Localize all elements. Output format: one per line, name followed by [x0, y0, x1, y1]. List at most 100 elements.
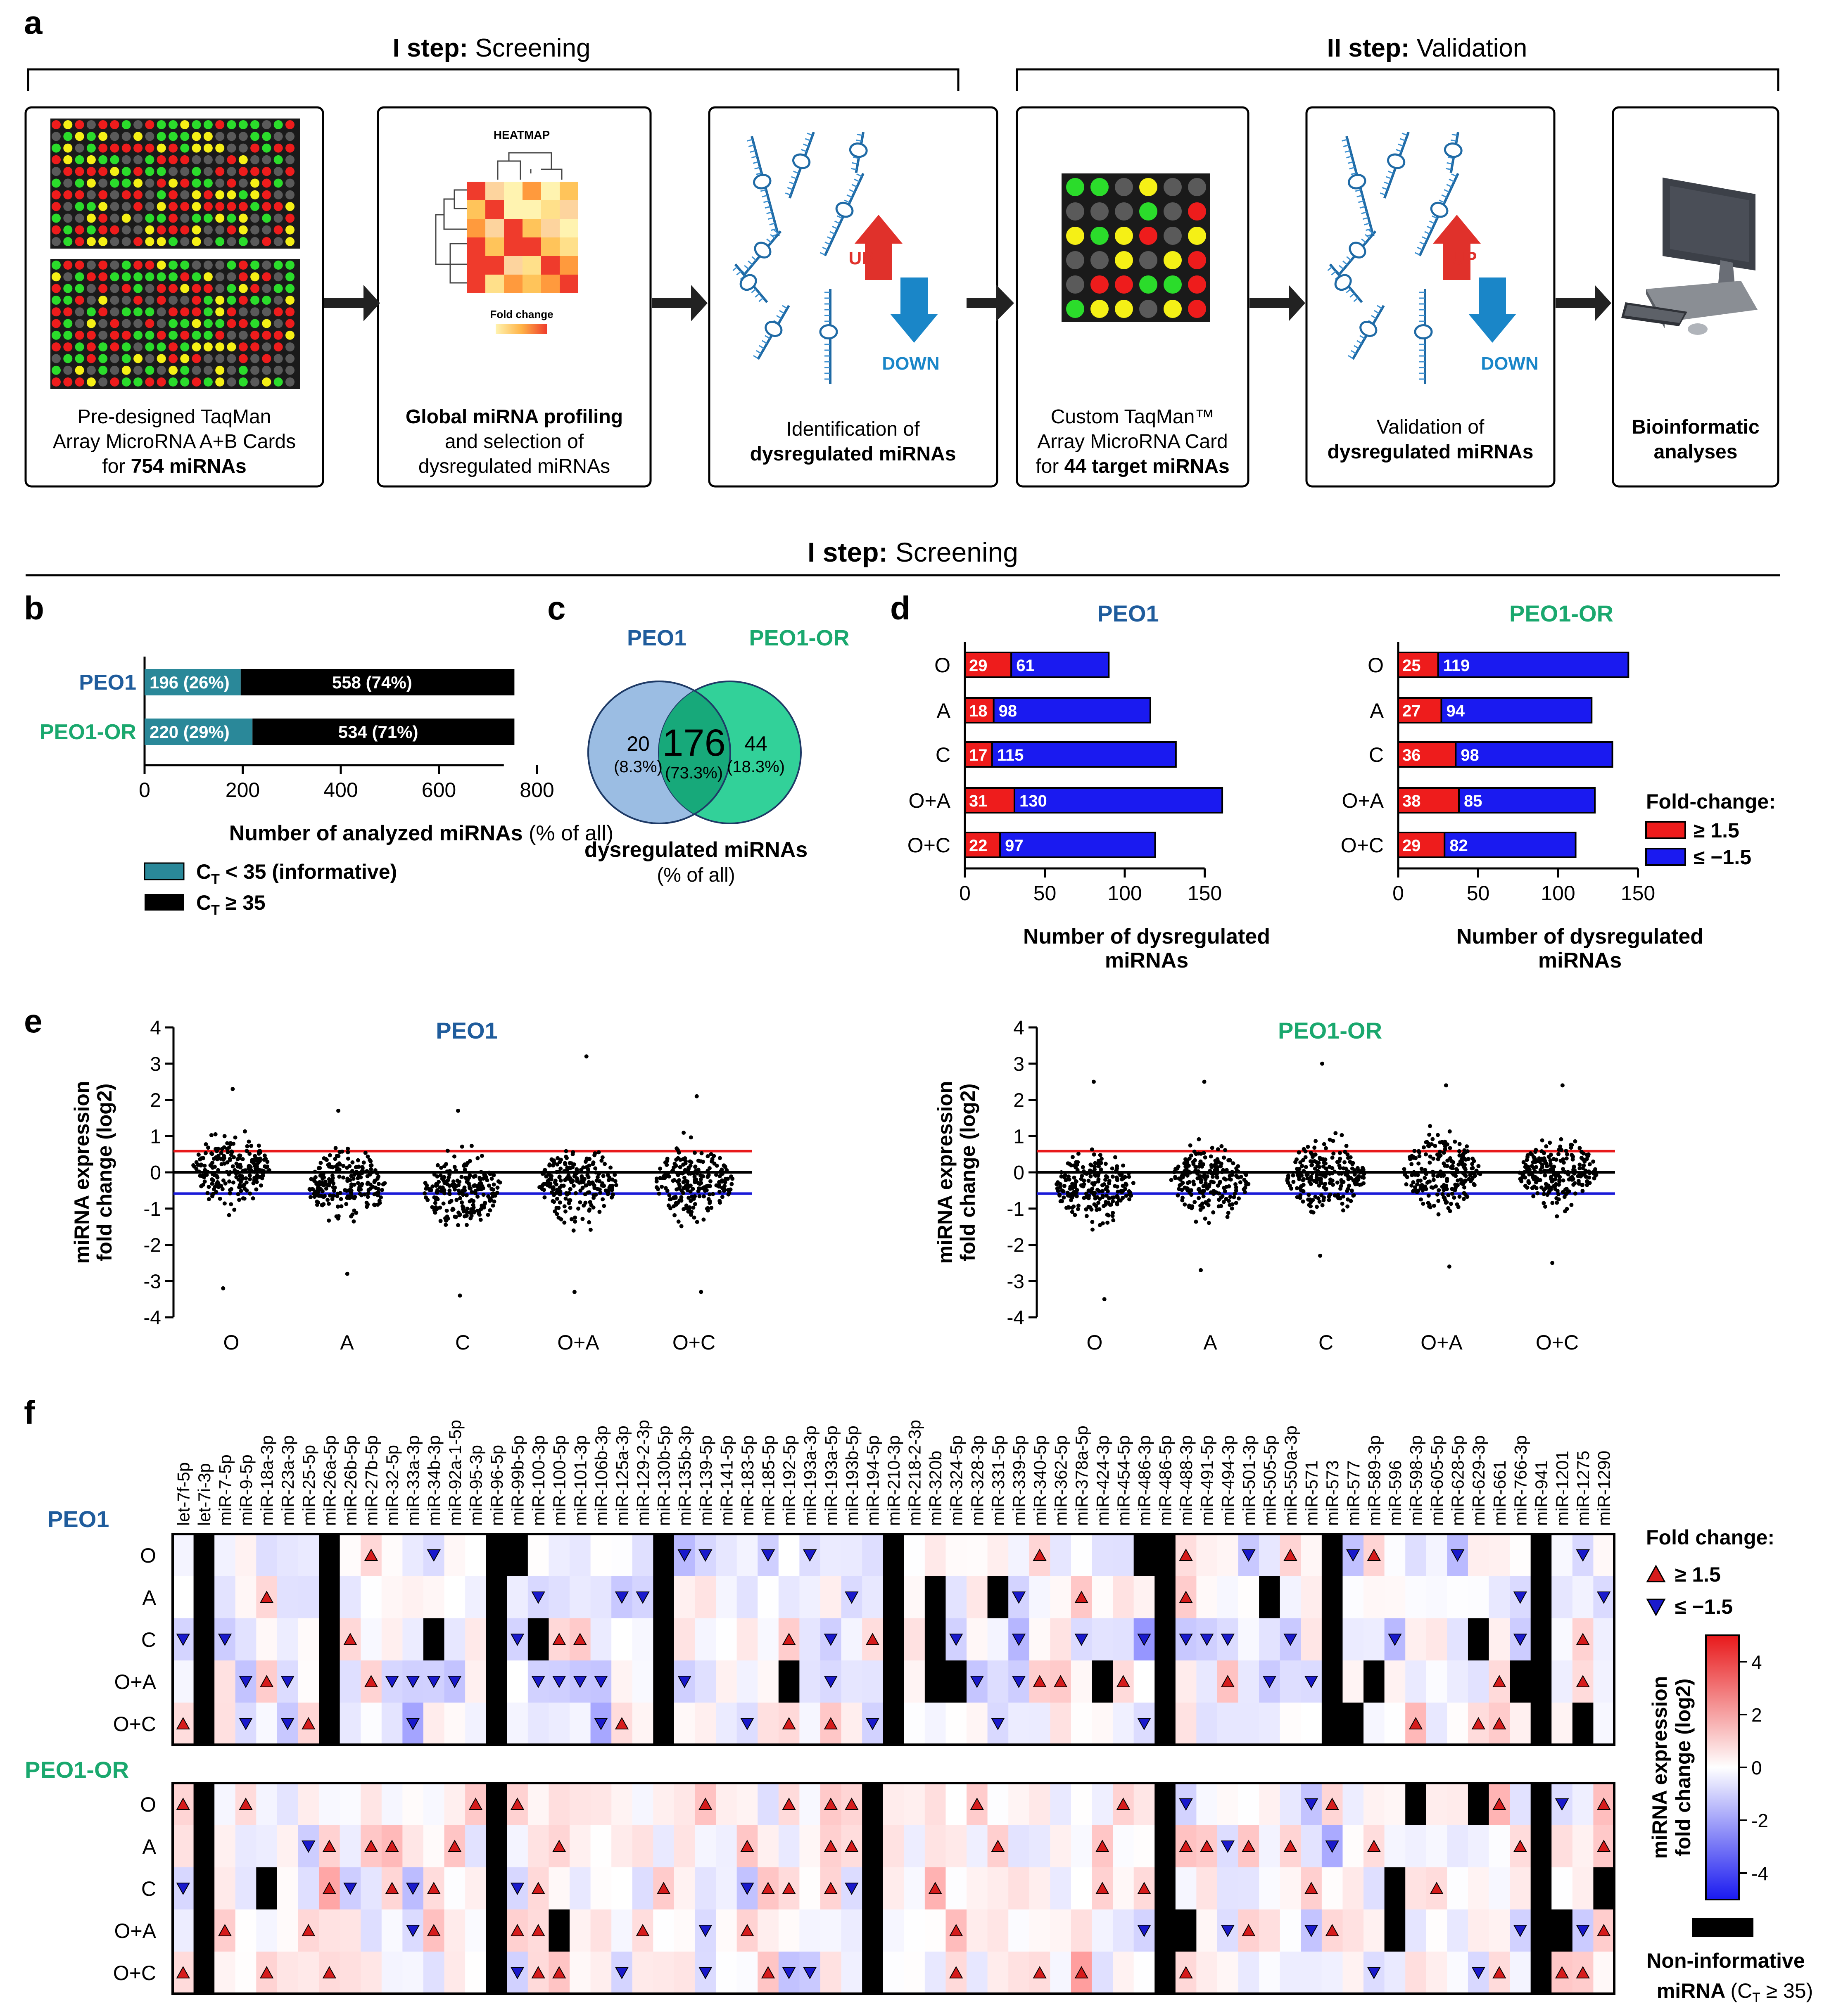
e-data-point [222, 1134, 227, 1138]
array-dot [121, 132, 131, 141]
f-heatmap-cell [1259, 1783, 1280, 1826]
e-data-point [1351, 1193, 1356, 1198]
e-data-point [209, 1133, 214, 1137]
strand-loop [1334, 274, 1352, 291]
e-data-point [1239, 1174, 1243, 1179]
array-dot [98, 365, 108, 375]
f-heatmap-cell [736, 1534, 758, 1577]
array-dot [203, 342, 213, 352]
array-dot [63, 190, 73, 199]
f-down-marker [427, 1549, 441, 1562]
f-heatmap-cell [319, 1618, 340, 1661]
e-data-point [211, 1157, 216, 1161]
e-data-point [219, 1150, 223, 1155]
array-dot [133, 261, 143, 270]
f-column-label: miR-33a-3p [404, 1435, 423, 1526]
strand-rung [751, 288, 757, 293]
e-data-point [705, 1206, 709, 1211]
e-data-point [339, 1204, 344, 1209]
f-heatmap-cell [1259, 1825, 1280, 1868]
array-dot [86, 319, 96, 328]
f-heatmap-cell [1113, 1576, 1134, 1619]
e-data-point [658, 1167, 663, 1171]
strand-rung [850, 168, 857, 171]
f-column-label: miR-100-5p [550, 1435, 569, 1526]
svg-text:dysregulated miRNAs: dysregulated miRNAs [1328, 441, 1534, 463]
f-down-marker [824, 1676, 838, 1689]
f-up-marker [1116, 1674, 1131, 1687]
d-legend-up: ≥ 1.5 [1694, 819, 1739, 842]
d-legend-swatch-down [1645, 848, 1686, 866]
e-data-point [226, 1150, 230, 1155]
panel-letter-c: c [547, 590, 566, 626]
panel-letter-b: b [24, 590, 44, 626]
b-x-label: Number of analyzed miRNAs (% of all) [229, 821, 613, 845]
f-heatmap-cell [1008, 1825, 1030, 1868]
e-data-point [476, 1187, 481, 1192]
e-data-point [1081, 1184, 1086, 1188]
e-data-point [1198, 1190, 1202, 1194]
f-heatmap-cell [1008, 1909, 1030, 1952]
e-data-point [227, 1179, 232, 1184]
e-data-point [366, 1191, 371, 1195]
f-heatmap-cell [904, 1660, 925, 1703]
e-data-point [366, 1181, 370, 1185]
e-data-point [1192, 1200, 1197, 1204]
d-x-label: Number of dysregulated [1456, 925, 1703, 949]
array-dot [157, 365, 166, 375]
e-data-point [214, 1190, 219, 1194]
e-data-point [1206, 1170, 1211, 1175]
f-heatmap-cell [1572, 1703, 1594, 1745]
e-data-point [210, 1192, 215, 1197]
e-y-tick-label: 3 [1013, 1053, 1024, 1075]
e-data-point [1100, 1183, 1105, 1188]
e-data-point [1103, 1162, 1108, 1166]
e-data-point [1180, 1174, 1185, 1179]
array-dot [145, 155, 154, 164]
d-bar-down [1444, 832, 1577, 858]
f-heatmap-cell [1008, 1867, 1030, 1910]
e-data-point [1313, 1152, 1318, 1157]
array-dot [238, 237, 248, 246]
array-dot [238, 354, 248, 363]
f-heatmap-cell [1405, 1534, 1427, 1577]
f-heatmap-cell [1280, 1783, 1301, 1826]
f-heatmap-cell [1071, 1909, 1093, 1952]
e-data-point [1194, 1152, 1198, 1156]
d-bar-up [964, 787, 1015, 814]
e-data-point [675, 1148, 680, 1152]
e-data-point [444, 1208, 449, 1213]
f-down-marker [698, 1549, 713, 1562]
f-heatmap-cell [214, 1952, 236, 1994]
strand-rung [1356, 340, 1362, 344]
panel-letter-e: e [24, 1003, 43, 1039]
strand-rung [1419, 241, 1425, 245]
f-heatmap-cell [987, 1618, 1009, 1661]
array-dot [75, 261, 84, 270]
e-data-point [253, 1177, 257, 1181]
f-heatmap-cell [1593, 1867, 1615, 1910]
e-data-point [672, 1196, 676, 1200]
mirna-strand [785, 131, 815, 199]
f-heatmap-cell [486, 1952, 507, 1994]
f-heatmap-cell [1238, 1952, 1259, 1994]
f-heatmap-cell [1405, 1783, 1427, 1826]
e-data-point [724, 1168, 729, 1172]
f-heatmap-cell [298, 1783, 319, 1826]
f-heatmap-cell [277, 1825, 298, 1868]
f-row-label: A [143, 1586, 157, 1609]
e-data-point [1216, 1204, 1221, 1209]
e-data-point [587, 1208, 591, 1213]
f-heatmap-cell [1426, 1534, 1447, 1577]
e-data-point [1199, 1268, 1203, 1272]
array-dot [86, 213, 96, 223]
array-dot [203, 237, 213, 246]
e-data-point [1569, 1146, 1573, 1150]
e-data-point [563, 1161, 567, 1165]
e-data-point [1587, 1162, 1592, 1167]
d-bar-label-down: 94 [1446, 702, 1465, 720]
f-heatmap-cell [1405, 1867, 1427, 1910]
f-heatmap-cell [862, 1867, 884, 1910]
e-data-point [705, 1175, 710, 1179]
e-data-point [1230, 1206, 1234, 1211]
